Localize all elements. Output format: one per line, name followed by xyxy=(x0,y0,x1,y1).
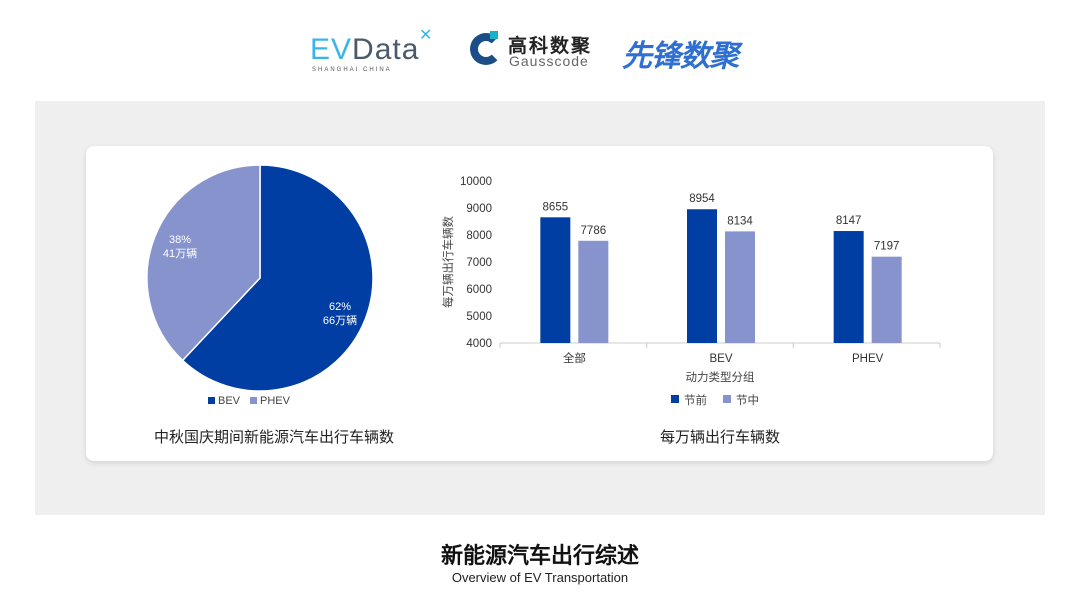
x-tick-label: PHEV xyxy=(852,353,884,365)
bar-节前 xyxy=(833,231,864,343)
y-tick-label: 10000 xyxy=(460,176,492,188)
bar-value-label: 7786 xyxy=(581,225,607,237)
y-tick-label: 8000 xyxy=(466,230,492,242)
y-tick-label: 6000 xyxy=(466,284,492,296)
pie-chart-title: 中秋国庆期间新能源汽车出行车辆数 xyxy=(154,429,394,446)
legend-label: BEV xyxy=(218,395,241,407)
y-tick-label: 4000 xyxy=(466,338,492,350)
y-tick-label: 5000 xyxy=(466,311,492,323)
pie-label-pct: 62% xyxy=(329,301,351,313)
gausscode-en: Gausscode xyxy=(509,53,589,69)
pie-label-value: 66万辆 xyxy=(323,313,357,327)
bar-value-label: 8954 xyxy=(689,193,715,205)
x-tick-label: BEV xyxy=(709,353,732,365)
bar-节中 xyxy=(725,231,755,343)
gausscode-cn: 高科数聚 xyxy=(508,36,593,57)
bar-节前 xyxy=(687,209,717,343)
legend-swatch xyxy=(250,397,257,404)
xianfeng-logo: 先锋数聚 xyxy=(622,40,739,73)
pie-slice-bev xyxy=(181,164,374,392)
legend-swatch xyxy=(723,395,731,403)
pie-slice-phev xyxy=(146,164,261,362)
bar-value-label: 8147 xyxy=(836,215,862,227)
legend-swatch xyxy=(208,397,215,404)
evdata-logo-sub: SHANGHAI CHINA xyxy=(312,67,392,73)
page-subtitle: Overview of EV Transportation xyxy=(451,570,629,585)
legend-label: 节中 xyxy=(736,394,759,407)
x-axis-label: 动力类型分组 xyxy=(686,370,755,384)
x-tick-label: 全部 xyxy=(563,351,586,365)
evdata-logo: EVData ✕ xyxy=(310,27,434,66)
page-title: 新能源汽车出行综述 xyxy=(440,543,639,568)
pie-label-value: 41万辆 xyxy=(163,246,197,260)
gausscode-mark-icon xyxy=(470,33,502,65)
bar-value-label: 8655 xyxy=(543,201,569,213)
legend-swatch xyxy=(671,395,679,403)
logo-bar: EVData ✕ SHANGHAI CHINA 高科数聚 Gausscode 先锋… xyxy=(0,25,1080,75)
pie-label-pct: 38% xyxy=(169,234,191,246)
bar-chart-title: 每万辆出行车辆数 xyxy=(660,429,780,446)
legend-label: PHEV xyxy=(260,395,291,407)
bar-节前 xyxy=(540,217,571,343)
bar-节中 xyxy=(871,256,902,343)
y-tick-label: 9000 xyxy=(466,203,492,215)
bar-节中 xyxy=(578,240,609,343)
legend-label: 节前 xyxy=(684,393,707,407)
y-axis-label: 每万辆出行车辆数 xyxy=(441,216,455,308)
y-tick-label: 7000 xyxy=(466,257,492,269)
bar-value-label: 8134 xyxy=(727,215,753,227)
bar-value-label: 7197 xyxy=(874,241,900,253)
